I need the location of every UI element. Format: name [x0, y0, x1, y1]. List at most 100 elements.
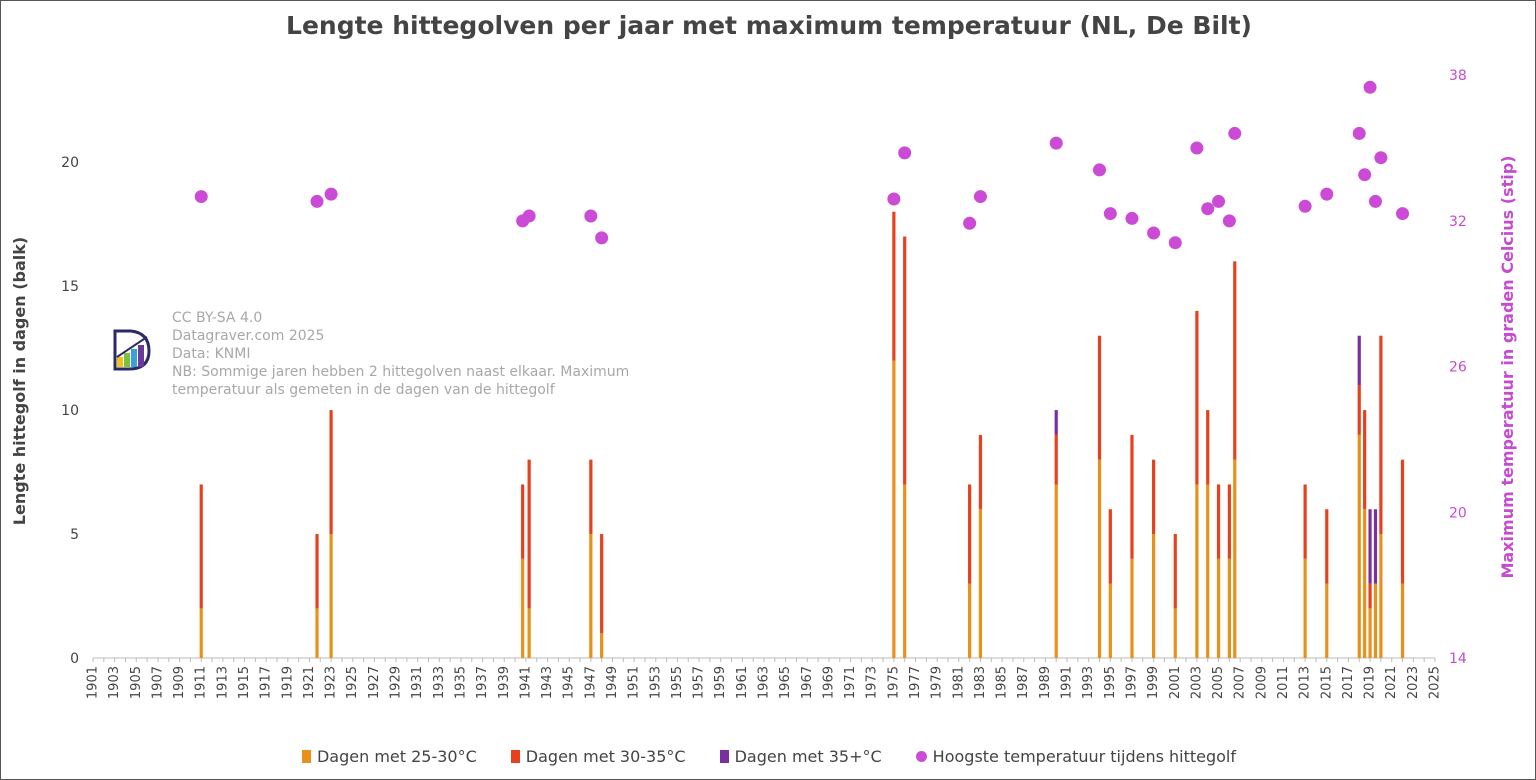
bar-segment-d25-30 — [1227, 558, 1231, 658]
y-tick-label-left: 5 — [70, 527, 79, 543]
x-tick-label: 1961 — [735, 666, 750, 699]
tmax-point — [1212, 194, 1226, 208]
tmax-point — [1363, 80, 1377, 94]
legend-swatch-d25-30 — [301, 750, 311, 763]
y-axis-left-title: Lengte hittegolf in dagen (balk) — [10, 237, 29, 525]
bar-segment-d30-35 — [329, 410, 333, 535]
bar-segment-d30-35 — [527, 459, 531, 609]
x-tick-label: 1951 — [627, 666, 642, 699]
y-axis-left: 0 5 10 15 20 — [61, 155, 79, 667]
bar-segment-d25-30 — [1152, 534, 1156, 658]
bar-segment-d30-35 — [892, 211, 896, 361]
credits-note-1: NB: Sommige jaren hebben 2 hittegolven n… — [172, 364, 630, 380]
x-tick-label: 1995 — [1103, 666, 1118, 699]
legend-swatch-d30-35 — [510, 750, 520, 763]
tmax-point — [1374, 151, 1388, 165]
x-tick-label: 1971 — [843, 666, 858, 699]
x-tick-label: 1979 — [930, 666, 945, 699]
bar-segment-d25-30 — [1357, 434, 1361, 658]
bar-segment-d30-35 — [1357, 385, 1361, 435]
bar-segment-d25-30 — [1206, 484, 1210, 658]
x-tick-label: 1941 — [518, 666, 533, 699]
bar-segment-d30-35 — [1108, 509, 1112, 584]
x-tick-label: 1935 — [453, 666, 468, 699]
tmax-point — [1103, 207, 1117, 221]
x-tick-label: 1977 — [908, 666, 923, 699]
x-tick-label: 1969 — [821, 666, 836, 699]
bar-segment-d30-35 — [315, 534, 319, 609]
bar-segment-d30-35 — [903, 236, 907, 485]
x-tick-label: 1909 — [172, 666, 187, 699]
x-tick-label: 2007 — [1233, 666, 1248, 699]
credits-data: Data: KNMI — [172, 346, 251, 362]
bar-segment-d30-35 — [978, 434, 983, 510]
x-tick-label: 1933 — [432, 666, 447, 699]
credits-note-2: temperatuur als gemeten in de dagen van … — [172, 382, 555, 398]
x-tick-label: 1919 — [280, 666, 295, 699]
tmax-point — [1228, 126, 1242, 140]
tmax-point — [1190, 141, 1204, 155]
bar-segment-d25-30 — [1097, 459, 1102, 658]
tmax-point — [595, 231, 609, 245]
x-tick-label: 1949 — [605, 666, 620, 699]
x-tick-label: 1997 — [1124, 666, 1139, 699]
x-tick-label: 1983 — [973, 666, 988, 699]
x-tick-label: 1931 — [410, 666, 425, 699]
bar-segment-d25-30 — [978, 509, 983, 658]
bar-segment-d25-30 — [1368, 608, 1372, 658]
x-tick-label: 1923 — [324, 666, 339, 699]
bar-segment-d25-30 — [589, 534, 593, 658]
x-tick-label: 1943 — [540, 666, 555, 699]
bar-segment-d35 — [1368, 509, 1372, 584]
x-tick-label: 1957 — [692, 666, 707, 699]
bar-segment-d35 — [1373, 509, 1378, 584]
tmax-point — [310, 194, 324, 208]
x-tick-label: 1965 — [778, 666, 793, 699]
tmax-point — [898, 146, 912, 160]
bars — [199, 211, 1405, 658]
datagraver-logo-icon — [113, 329, 151, 371]
y-tick-label-right: 20 — [1449, 505, 1467, 521]
x-tick-label: 1967 — [800, 666, 815, 699]
legend-swatch-tmax — [915, 751, 927, 762]
x-tick-label: 1953 — [648, 666, 663, 699]
bar-segment-d30-35 — [1195, 310, 1199, 485]
x-tick-label: 1917 — [259, 666, 274, 699]
x-tick-label: 2019 — [1363, 666, 1378, 699]
legend-item-d30-35: Dagen met 30-35°C — [510, 747, 686, 766]
tmax-point — [1320, 187, 1334, 201]
bar-segment-d30-35 — [1152, 459, 1156, 535]
x-tick-label: 2021 — [1384, 666, 1399, 699]
bar-segment-d35 — [1054, 410, 1058, 435]
tmax-point — [1358, 168, 1372, 182]
bar-segment-d30-35 — [1054, 434, 1058, 485]
tmax-point — [887, 192, 901, 206]
bar-segment-d25-30 — [1400, 583, 1405, 658]
x-tick-label: 1939 — [497, 666, 512, 699]
bar-segment-d25-30 — [1108, 583, 1112, 658]
tmax-point — [1147, 226, 1161, 240]
credits-site: Datagraver.com 2025 — [172, 328, 325, 344]
x-tick-label: 1903 — [107, 666, 122, 699]
y-tick-label-right: 14 — [1449, 651, 1467, 667]
x-tick-label: 2023 — [1406, 666, 1421, 699]
x-tick-label: 2017 — [1341, 666, 1356, 699]
bar-segment-d25-30 — [1325, 583, 1329, 658]
x-tick-label: 1929 — [389, 666, 404, 699]
x-tick-label: 1993 — [1081, 666, 1096, 699]
x-tick-label: 1947 — [583, 666, 598, 699]
bar-segment-d35 — [1357, 335, 1361, 386]
x-tick-label: 2009 — [1254, 666, 1269, 699]
bar-segment-d30-35 — [589, 459, 593, 535]
bar-segment-d30-35 — [199, 484, 203, 609]
x-tick-label: 1959 — [713, 666, 728, 699]
tmax-point — [973, 190, 987, 204]
x-tick-label: 1985 — [995, 666, 1010, 699]
bar-segment-d30-35 — [1400, 459, 1405, 584]
x-tick-label: 1955 — [670, 666, 685, 699]
bar-segment-d30-35 — [1233, 261, 1237, 460]
tmax-point — [1049, 136, 1063, 150]
bar-segment-d30-35 — [1303, 484, 1307, 559]
x-tick-label: 2013 — [1298, 666, 1313, 699]
